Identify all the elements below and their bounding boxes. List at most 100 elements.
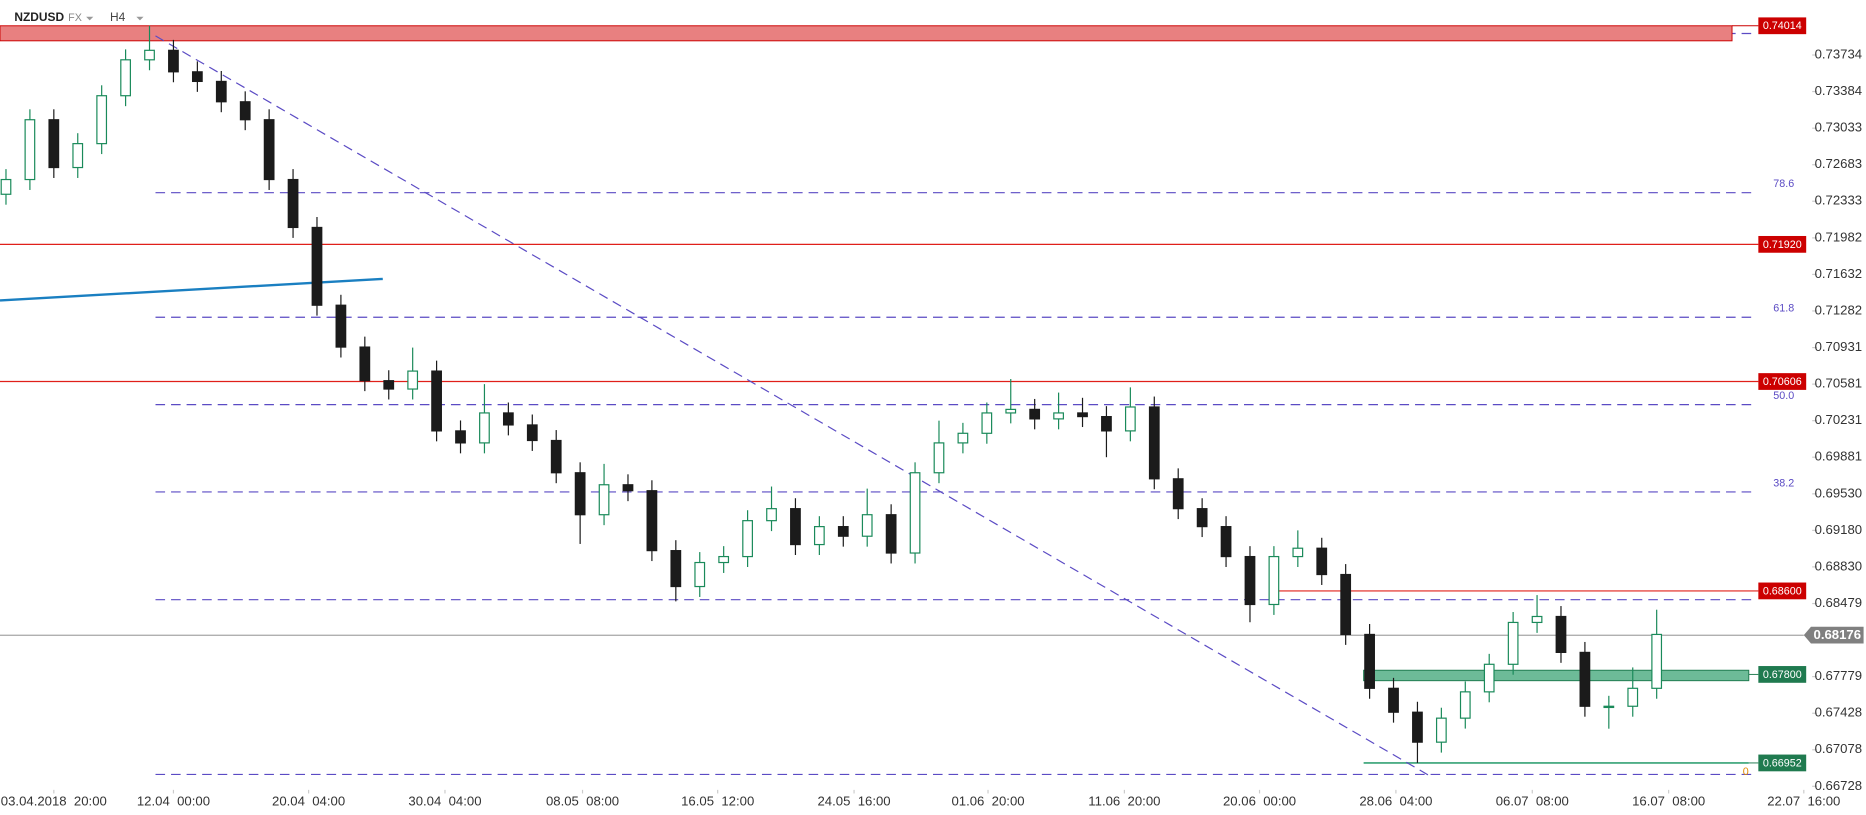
level-price-box [1758,373,1807,390]
zone-price-label: 0.67800 [1763,669,1802,681]
candle-body [263,119,275,181]
level-price-label: 0.70606 [1763,376,1802,388]
y-tick-label: 0.69180 [1815,522,1863,537]
y-tick-label: 0.70581 [1815,376,1863,391]
candle-body [455,430,466,444]
candle-body [1292,547,1304,558]
candle-body [1531,615,1543,624]
candle-body [742,520,753,558]
candle-body [1005,408,1017,414]
y-tick-label: 0.70931 [1815,339,1863,354]
candle-body [574,472,586,516]
y-tick-label: 0.73033 [1815,120,1863,135]
dropdown-caret[interactable] [136,16,144,21]
trendline [155,35,1430,777]
x-tick-label: 16.07 08:00 [1632,793,1705,808]
x-tick-label: 24.05 16:00 [817,793,890,808]
candle-body [24,119,36,181]
candle-body [1388,687,1399,713]
candle-body [1029,408,1041,420]
candle-body [670,550,682,588]
candle-body [1483,663,1495,693]
zone-price-label: 0.74014 [1763,20,1802,32]
fib-label: 50.0 [1773,390,1794,402]
candle-body [766,508,777,522]
candle-body [96,95,108,145]
candle-body [239,101,251,121]
candle-body [144,49,155,61]
candle-body [1077,412,1088,418]
candle-body [359,346,371,382]
y-tick-label: 0.71982 [1815,229,1863,244]
y-tick-label: 0.70231 [1815,412,1863,427]
timeframe[interactable]: H4 [110,10,126,24]
candle-body [933,442,945,474]
x-tick-label: 11.06 20:00 [1088,793,1160,808]
candle-body [790,508,801,546]
candle-body [885,514,897,554]
y-tick-label: 0.71282 [1815,302,1863,317]
candle-body [1340,573,1352,636]
x-tick-label: 16.05 12:00 [681,793,754,808]
candle-body [191,71,203,83]
candle-body [383,380,395,390]
candle-body [215,80,227,103]
y-tick-label: 0.67428 [1815,705,1863,720]
x-tick-label: 20.04 04:00 [272,793,345,808]
candle-body [526,424,538,442]
dropdown-caret[interactable] [86,16,94,21]
zone [1363,669,1750,682]
y-tick-label: 0.67779 [1815,668,1863,683]
candle-body [1148,406,1160,480]
level-price-box [1758,582,1807,600]
candle-body [1053,412,1064,420]
candle-body [1603,705,1615,709]
fib-label: 38.2 [1773,477,1794,489]
candle-body [1364,633,1375,689]
candle-body [1244,555,1256,606]
y-tick-label: 0.68830 [1815,558,1863,573]
y-tick-label: 0.67078 [1815,741,1863,756]
x-tick-label: 20.06 00:00 [1223,793,1296,808]
y-tick-label: 0.71632 [1815,266,1863,281]
candle-body [694,561,706,588]
level-price-label: 0.68600 [1763,585,1802,597]
candle-body [287,178,299,229]
candle-body [1172,478,1184,510]
candle-body [1651,633,1663,689]
zone [0,25,1733,42]
candle-body [1459,691,1471,719]
candle-body [311,226,323,306]
y-tick-label: 0.69881 [1815,449,1863,464]
candle-body [550,439,562,474]
x-tick-label: 12.04 00:00 [137,793,210,808]
candle-body [1435,717,1447,743]
candle-body [598,484,610,516]
y-tick-label: 0.73384 [1815,83,1863,98]
level-price-label: 0.71920 [1763,239,1802,251]
candle-body [168,49,179,73]
candle-body [48,119,60,169]
x-tick-label: 03.04.2018 20:00 [1,793,107,808]
candle-body [718,555,730,564]
fib-label: 0 [1743,766,1749,778]
zone-price-label: 0.66952 [1763,757,1802,769]
symbol[interactable]: NZDUSD [14,10,64,24]
candle-body [1268,555,1280,606]
zone-price-box [1758,17,1807,35]
market[interactable]: FX [68,12,82,24]
candle-body [646,490,658,552]
candle-body [431,370,442,432]
level-price-box [1758,235,1807,253]
candle-body [479,412,490,444]
candle-body [1196,508,1208,528]
candle-body [72,143,84,169]
y-tick-label: 0.72333 [1815,193,1863,208]
x-tick-label: 30.04 04:00 [408,793,481,808]
last-price-box [1803,626,1864,644]
candle-body [335,304,347,348]
x-tick-label: 28.06 04:00 [1359,793,1432,808]
candle-body [957,432,969,444]
